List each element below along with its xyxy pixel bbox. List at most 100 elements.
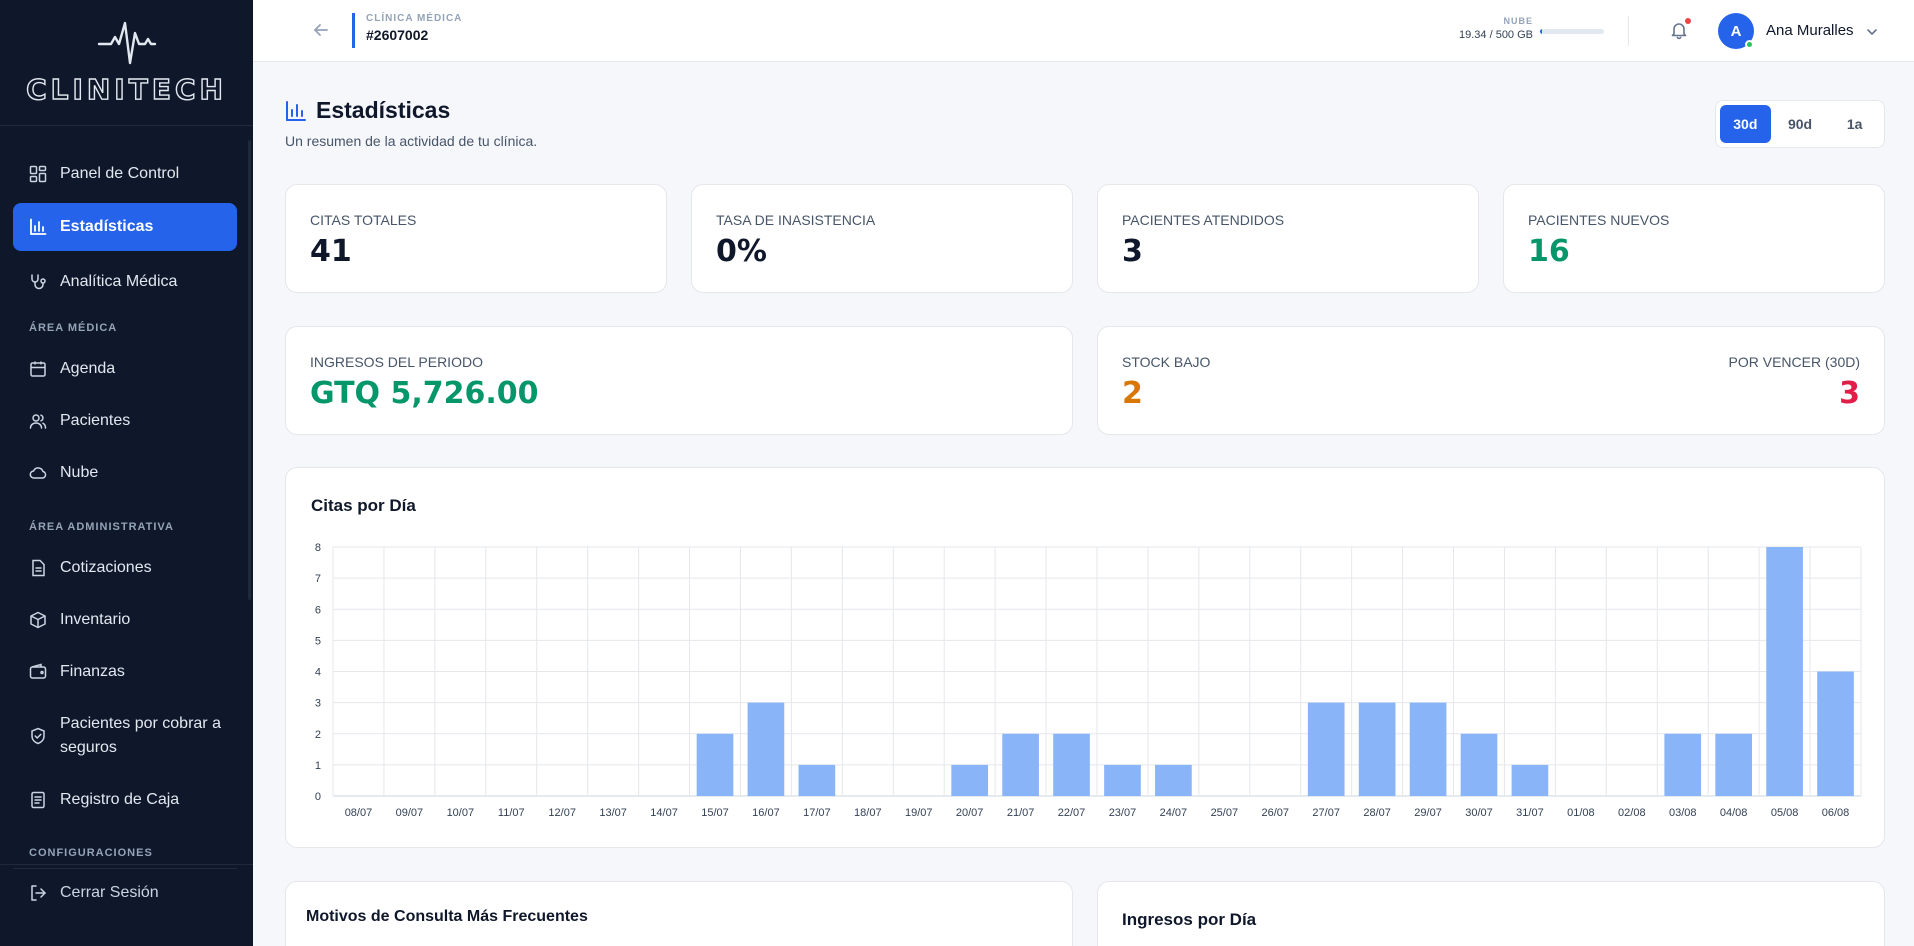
x-tick-label: 28/07 (1363, 807, 1391, 819)
sidebar-item-cotizaciones[interactable]: Cotizaciones (13, 544, 237, 592)
stat-value: 16 (1528, 234, 1570, 269)
sidebar-item-label: Cotizaciones (60, 559, 152, 576)
bar (798, 764, 836, 796)
range-1a-button[interactable]: 1a (1846, 116, 1863, 132)
x-tick-label: 04/08 (1720, 807, 1748, 819)
bell-icon[interactable] (1669, 20, 1689, 40)
x-tick-label: 20/07 (956, 807, 984, 819)
card-ingresos-por-dia: Ingresos por Día (1097, 881, 1885, 946)
clinic-info: CLÍNICA MÉDICA #2607002 (352, 13, 462, 48)
chevron-down-icon[interactable] (1865, 25, 1879, 39)
x-tick-label: 01/08 (1567, 807, 1595, 819)
date-range-selector: 30d 90d 1a (1715, 100, 1885, 148)
x-tick-label: 03/08 (1669, 807, 1697, 819)
x-tick-label: 24/07 (1160, 807, 1188, 819)
stat-label: PACIENTES NUEVOS (1528, 212, 1670, 228)
bar (1053, 733, 1090, 796)
citas-por-dia-chart: 0 1 2 3 4 5 6 7 8 08/07 09/07 10/07 11/07 12/07 13/07 1… (315, 542, 1862, 819)
y-tick-label: 2 (315, 729, 321, 741)
bar (1307, 702, 1345, 796)
top-header: CLÍNICA MÉDICA #2607002 NUBE 19.34 / 500… (253, 0, 1914, 62)
cloud-usage-fill (1540, 29, 1543, 34)
bar (1104, 764, 1141, 796)
online-status-dot (1745, 40, 1754, 49)
sidebar-item-agenda[interactable]: Agenda (13, 345, 237, 393)
x-tick-label: 25/07 (1211, 807, 1239, 819)
y-tick-label: 5 (315, 635, 321, 647)
range-30d-button[interactable]: 30d (1720, 105, 1771, 143)
range-90d-button[interactable]: 90d (1787, 116, 1813, 132)
stat-value: 2 (1122, 376, 1143, 411)
x-tick-label: 09/07 (396, 807, 424, 819)
stat-card-tasa-inasistencia: TASA DE INASISTENCIA 0% (691, 184, 1073, 293)
user-name[interactable]: Ana Muralles (1766, 22, 1854, 39)
sidebar-item-pacientes[interactable]: Pacientes (13, 397, 237, 445)
document-icon (32, 559, 45, 577)
stat-label: PACIENTES ATENDIDOS (1122, 212, 1285, 228)
clinic-id: #2607002 (366, 27, 429, 43)
x-tick-label: 22/07 (1058, 807, 1086, 819)
stat-card-inventario: STOCK BAJO 2 POR VENCER (30D) 3 (1097, 326, 1885, 435)
logo-text: CLINITECH (25, 72, 227, 106)
stethoscope-icon (31, 274, 46, 290)
shield-check-icon (31, 727, 45, 745)
x-tick-label: 02/08 (1618, 807, 1646, 819)
bar (1409, 702, 1447, 796)
wallet-icon (29, 663, 47, 679)
x-tick-label: 15/07 (701, 807, 729, 819)
box-icon (30, 611, 46, 629)
bar (1460, 733, 1498, 796)
sidebar-item-analitica-medica[interactable]: Analítica Médica (13, 258, 237, 306)
sidebar-item-finanzas[interactable]: Finanzas (13, 648, 237, 696)
stat-value: 41 (310, 234, 352, 269)
cloud-label: NUBE (1503, 16, 1533, 26)
bar (1664, 733, 1702, 796)
sidebar-item-pacientes-por-cobrar[interactable]: Pacientes por cobrar a seguros (13, 708, 237, 764)
sidebar: CLINITECH Panel de Control Estadísticas … (0, 0, 253, 946)
cloud-storage: NUBE 19.34 / 500 GB (1440, 16, 1533, 41)
bar (1155, 764, 1192, 796)
chart-card-citas-por-dia: Citas por Día 0 1 2 3 4 5 6 7 8 08/07 09/07 10/07 11… (285, 467, 1885, 848)
sidebar-item-registro-de-caja[interactable]: Registro de Caja (13, 776, 237, 824)
sidebar-item-label: Nube (60, 464, 99, 481)
stat-label: STOCK BAJO (1122, 354, 1211, 370)
y-tick-label: 8 (315, 542, 321, 554)
x-tick-label: 06/08 (1822, 807, 1850, 819)
cloud-icon (29, 467, 47, 479)
stat-value: GTQ 5,726.00 (310, 376, 539, 411)
notification-dot (1685, 18, 1691, 24)
bar (1358, 702, 1396, 796)
sidebar-item-panel-de-control[interactable]: Panel de Control (13, 150, 237, 198)
bar-chart-icon (286, 100, 306, 121)
calendar-icon (30, 361, 46, 377)
x-tick-label: 11/07 (498, 807, 525, 819)
logout-button[interactable]: Cerrar Sesión (13, 868, 237, 916)
page-subtitle: Un resumen de la actividad de tu clínica… (285, 133, 538, 149)
stat-card-citas-totales: CITAS TOTALES 41 (285, 184, 667, 293)
cloud-usage-bar (1540, 29, 1604, 34)
sidebar-item-label: Inventario (60, 611, 131, 628)
card-title: Motivos de Consulta Más Frecuentes (306, 908, 588, 925)
stat-card-ingresos: INGRESOS DEL PERIODO GTQ 5,726.00 (285, 326, 1073, 435)
sidebar-item-nube[interactable]: Nube (13, 449, 237, 497)
section-area-administrativa: ÁREA ADMINISTRATIVA (29, 521, 174, 533)
logo[interactable]: CLINITECH (0, 0, 253, 126)
x-tick-label: 18/07 (854, 807, 882, 819)
stat-value: 0% (716, 234, 767, 269)
x-tick-label: 21/07 (1007, 807, 1035, 819)
sidebar-item-estadisticas[interactable]: Estadísticas (13, 203, 237, 251)
back-arrow-icon[interactable] (311, 20, 331, 40)
sidebar-item-label: Finanzas (60, 663, 125, 680)
x-tick-label: 27/07 (1312, 807, 1340, 819)
users-icon (29, 414, 47, 429)
sidebar-scrollbar[interactable] (248, 140, 251, 600)
y-tick-label: 6 (315, 604, 321, 616)
bar (1766, 547, 1803, 796)
y-tick-label: 4 (315, 667, 321, 679)
x-tick-label: 12/07 (548, 807, 576, 819)
clinic-label: CLÍNICA MÉDICA (366, 13, 463, 24)
logout-icon (31, 884, 46, 901)
sidebar-item-inventario[interactable]: Inventario (13, 596, 237, 644)
stat-label: INGRESOS DEL PERIODO (310, 354, 483, 370)
x-tick-label: 17/07 (803, 807, 831, 819)
